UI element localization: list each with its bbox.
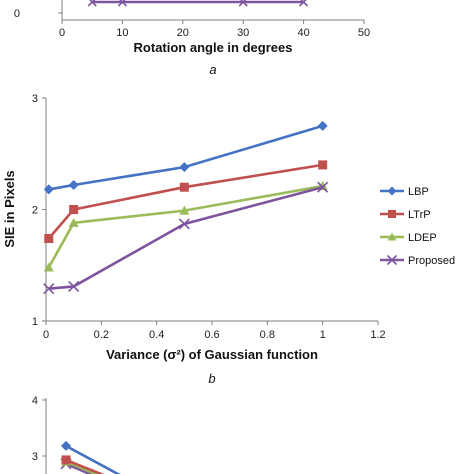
x-tick-label: 1.2 (370, 329, 385, 341)
data-point-proposed (117, 0, 127, 7)
series-line-lbp (48, 124, 324, 191)
data-point-lbp (68, 179, 79, 190)
data-point-proposed (317, 181, 329, 193)
data-point-ltrp (179, 182, 189, 192)
data-point-proposed (43, 283, 55, 295)
data-point-proposed (68, 280, 80, 293)
data-point-ldep (43, 262, 54, 272)
x-tick-label: 20 (177, 27, 189, 39)
data-point-proposed (178, 218, 190, 230)
x-tick-label: 0.6 (204, 329, 219, 341)
data-point-lbp (179, 162, 190, 173)
panel-b-legend: LBP LTrP LDEP Proposed (380, 186, 455, 267)
y-tick-label: 1 (32, 316, 38, 328)
x-tick-label: 30 (237, 27, 249, 39)
y-tick-label: 3 (32, 451, 38, 463)
data-point-proposed (238, 0, 248, 7)
series-line-ltrp (47, 163, 323, 240)
legend-label-lbp: LBP (408, 186, 429, 198)
x-tick-label: 0.8 (260, 329, 275, 341)
series-line-ldep (47, 184, 323, 269)
x-tick-label: 10 (116, 27, 128, 39)
x-tick-label: 50 (358, 27, 370, 39)
series-line-proposed (65, 462, 93, 474)
series-line-lbp (65, 444, 121, 474)
x-tick-label: 1 (320, 329, 326, 341)
series-line-ldep (65, 460, 99, 474)
panel-b-caption: b (208, 371, 215, 386)
legend-label-proposed: Proposed (408, 255, 455, 267)
legend-marker-proposed (386, 254, 398, 266)
x-tick-label: 0 (43, 329, 49, 341)
data-point-proposed (87, 0, 97, 7)
data-point-ldep (68, 217, 79, 227)
data-point-proposed (299, 0, 309, 7)
data-point-ltrp (69, 205, 79, 214)
panel-a-x-axis-title: Rotation angle in degrees (134, 40, 293, 55)
data-point-ltrp (61, 455, 71, 465)
legend-marker-ldep (387, 232, 397, 241)
x-tick-label: 0 (59, 27, 65, 39)
legend-label-ltrp: LTrP (408, 209, 431, 221)
series-line-ltrp (65, 458, 105, 474)
data-point-lbp (43, 184, 54, 195)
panel-b-x-axis-title: Variance (σ²) of Gaussian function (106, 347, 318, 362)
data-point-lbp (317, 120, 328, 131)
panel-a-chart: 0 10 20 30 40 50 0 Rotation angle in degrees … (14, 0, 370, 77)
y-tick-label: 0 (14, 8, 20, 20)
legend-marker-ltrp (388, 210, 396, 218)
x-tick-label: 40 (297, 27, 309, 39)
x-tick-label: 0.2 (94, 329, 109, 341)
data-point-ldep (179, 205, 190, 215)
series-line-proposed (48, 185, 324, 290)
legend-label-ldep: LDEP (408, 232, 437, 244)
panel-b-chart: 0 0.2 0.4 0.6 0.8 1 1.2 1 2 3 SIE in Pixels Vari… (2, 93, 455, 386)
panel-b-y-axis-title: SIE in Pixels (2, 170, 17, 247)
y-tick-label: 2 (32, 205, 38, 217)
x-tick-label: 0.4 (149, 329, 164, 341)
panel-c-chart: 34 (32, 395, 121, 474)
panel-a-caption: a (209, 62, 216, 77)
y-tick-label: 4 (32, 395, 38, 407)
data-point-ltrp (318, 160, 328, 170)
data-point-ltrp (44, 233, 54, 243)
legend-marker-lbp (387, 186, 397, 196)
data-point-lbp (61, 440, 71, 451)
y-tick-label: 3 (32, 93, 38, 105)
